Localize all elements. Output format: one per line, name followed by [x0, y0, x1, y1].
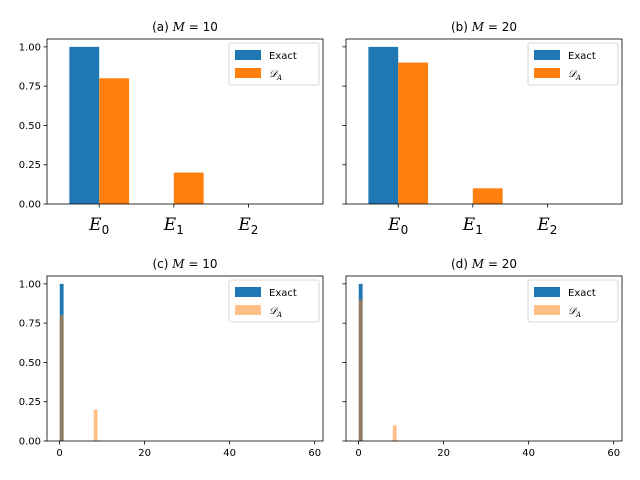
panel-c: 0.00 0.25 0.50 0.75 1.00 0 20 40 60 (c) M = 10 Exa… — [19, 257, 324, 459]
title-variable: M — [172, 20, 186, 34]
legend: Exact 𝒟A — [228, 279, 320, 323]
x-tick-label: E0 — [387, 215, 408, 237]
x-tick-label: E2 — [237, 215, 258, 237]
legend-label-da: 𝒟A — [269, 69, 282, 82]
bar-exact — [368, 46, 399, 204]
bar-da — [173, 172, 204, 204]
category-base: E — [163, 215, 177, 235]
legend-label-sub: A — [276, 311, 282, 319]
y-tick-label: 0.25 — [19, 160, 41, 171]
x-tick-label: E0 — [88, 215, 109, 237]
legend-label-da: 𝒟A — [568, 306, 581, 319]
x-tick-label: 0 — [56, 448, 62, 459]
legend-label-exact: Exact — [568, 51, 596, 62]
axes-frame — [46, 275, 324, 442]
legend-swatch-exact — [534, 287, 560, 297]
y-tick-label: 0.25 — [19, 397, 41, 408]
y-tick-label: 0.75 — [19, 319, 41, 330]
category-base: E — [88, 215, 102, 235]
legend-swatch-exact — [534, 50, 560, 60]
y-tick-label: 0.50 — [19, 121, 41, 132]
legend-swatch-da — [235, 305, 261, 315]
title-prefix: (a) — [152, 20, 173, 34]
x-tick-label: 20 — [138, 448, 151, 459]
title-value: = 10 — [185, 20, 218, 34]
y-tick-label: 0.00 — [19, 437, 41, 448]
x-tick-label: 20 — [437, 448, 450, 459]
legend-swatch-da — [235, 68, 261, 78]
title-value: = 20 — [484, 20, 517, 34]
category-sub: 1 — [176, 223, 184, 237]
y-tick-label: 0.00 — [19, 200, 41, 211]
x-tick-label: 60 — [308, 448, 321, 459]
panel-title: (b) M = 20 — [451, 20, 517, 34]
legend: Exact 𝒟A — [527, 279, 619, 323]
legend-swatch-da — [534, 305, 560, 315]
panel-d: 0 20 40 60 (d) M = 20 Exact 𝒟A — [342, 257, 623, 459]
title-prefix: (d) — [451, 257, 472, 271]
category-sub: 2 — [550, 223, 558, 237]
legend: Exact 𝒟A — [228, 42, 320, 86]
bar-da — [472, 188, 503, 204]
title-value: = 10 — [185, 257, 218, 271]
title-value: = 20 — [484, 257, 517, 271]
x-tick-label: E1 — [462, 215, 483, 237]
x-tick-label: E1 — [163, 215, 184, 237]
legend-label-exact: Exact — [568, 288, 596, 299]
panel-title: (c) M = 10 — [152, 257, 217, 271]
bar-exact — [69, 46, 100, 204]
title-variable: M — [171, 257, 185, 271]
x-tick-label: 40 — [223, 448, 236, 459]
hist-bar-da — [358, 299, 363, 441]
category-sub: 0 — [401, 223, 409, 237]
category-base: E — [462, 215, 476, 235]
bar-da — [398, 62, 429, 205]
legend-label-exact: Exact — [269, 288, 297, 299]
hist-bar-da — [93, 409, 98, 441]
category-base: E — [536, 215, 550, 235]
axes-frame — [345, 38, 623, 205]
x-tick-label: E2 — [536, 215, 557, 237]
legend-swatch-exact — [235, 50, 261, 60]
legend-label-base: 𝒟 — [269, 306, 279, 317]
category-sub: 0 — [102, 223, 110, 237]
legend-swatch-exact — [235, 287, 261, 297]
legend-label-da: 𝒟A — [269, 306, 282, 319]
x-tick-label: 60 — [607, 448, 620, 459]
title-variable: M — [471, 20, 485, 34]
panel-title: (a) M = 10 — [152, 20, 218, 34]
legend-label-base: 𝒟 — [269, 69, 279, 80]
legend: Exact 𝒟A — [527, 42, 619, 86]
category-sub: 1 — [475, 223, 483, 237]
y-tick-label: 1.00 — [19, 279, 41, 290]
legend-label-sub: A — [276, 74, 282, 82]
panel-title: (d) M = 20 — [451, 257, 517, 271]
y-tick-label: 0.50 — [19, 358, 41, 369]
title-prefix: (c) — [152, 257, 172, 271]
legend-label-base: 𝒟 — [568, 306, 578, 317]
hist-bar-da — [59, 315, 64, 441]
category-base: E — [387, 215, 401, 235]
title-variable: M — [471, 257, 485, 271]
legend-label-sub: A — [575, 311, 581, 319]
category-base: E — [237, 215, 251, 235]
y-tick-label: 1.00 — [19, 42, 41, 53]
legend-label-sub: A — [575, 74, 581, 82]
legend-label-da: 𝒟A — [568, 69, 581, 82]
legend-label-base: 𝒟 — [568, 69, 578, 80]
x-tick-label: 0 — [355, 448, 361, 459]
category-sub: 2 — [251, 223, 259, 237]
axes-frame — [345, 275, 623, 442]
legend-label-exact: Exact — [269, 51, 297, 62]
y-tick-label: 0.75 — [19, 82, 41, 93]
bar-da — [99, 78, 130, 204]
legend-swatch-da — [534, 68, 560, 78]
hist-bar-da — [392, 425, 397, 441]
title-prefix: (b) — [451, 20, 472, 34]
x-tick-label: 40 — [522, 448, 535, 459]
axes-frame — [46, 38, 324, 205]
